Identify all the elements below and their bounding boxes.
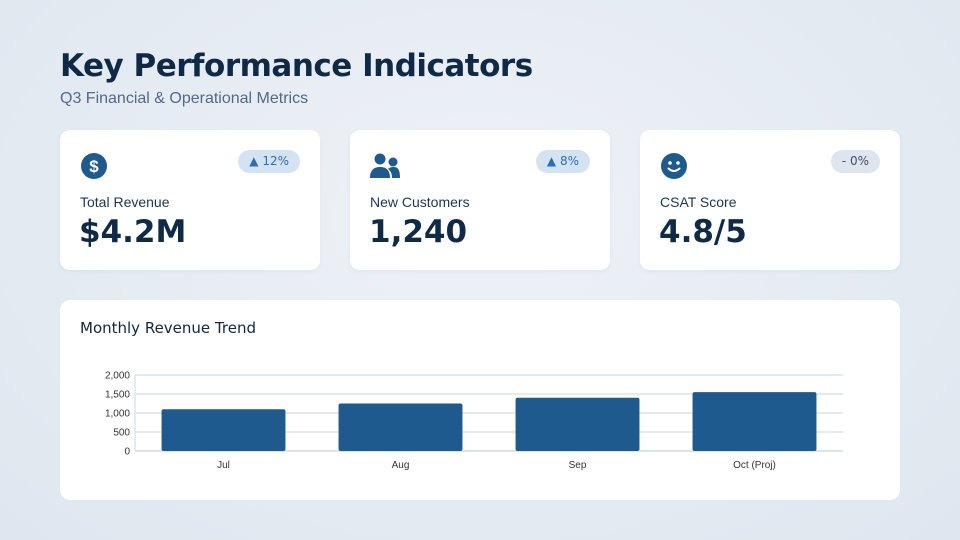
trend-badge: ▲ 8% <box>535 150 590 173</box>
bar-jul <box>161 409 286 451</box>
kpi-card-revenue: $ ▲ 12% Total Revenue $4.2M <box>60 130 320 270</box>
y-tick-label: 2,000 <box>105 371 130 382</box>
kpi-label: New Customers <box>370 194 470 210</box>
kpi-value: 1,240 <box>369 214 468 250</box>
kpi-value: $4.2M <box>79 214 187 250</box>
y-tick-label: 0 <box>124 447 130 458</box>
revenue-bar-chart: 0 500 1,000 1,500 2,000 Jul Aug Sep Oct (Proj) <box>105 371 843 471</box>
users-icon <box>370 153 400 178</box>
y-tick-label: 500 <box>113 428 130 439</box>
kpi-value: 4.8/5 <box>659 214 747 250</box>
x-tick-label: Jul <box>217 460 230 471</box>
kpi-card-customers: ▲ 8% New Customers 1,240 <box>350 130 610 270</box>
kpi-label: Total Revenue <box>80 194 170 210</box>
trend-badge: ▲ 12% <box>238 150 300 173</box>
x-tick-label: Aug <box>392 460 410 471</box>
bar-sep <box>515 397 640 451</box>
x-tick-label: Oct (Proj) <box>733 460 776 471</box>
y-tick-label: 1,000 <box>105 409 130 420</box>
chart-title: Monthly Revenue Trend <box>80 319 256 337</box>
trend-badge: - 0% <box>830 150 880 173</box>
kpi-card-csat: - 0% CSAT Score 4.8/5 <box>640 130 900 270</box>
kpi-label: CSAT Score <box>660 194 737 210</box>
revenue-chart-card: Monthly Revenue Trend 0 500 1,000 1,500 2,00… <box>60 300 900 500</box>
smile-icon <box>661 153 687 179</box>
svg-text:$: $ <box>89 157 99 176</box>
x-tick-label: Sep <box>569 460 587 471</box>
page-title: Key Performance Indicators <box>60 48 533 84</box>
y-tick-label: 1,500 <box>105 390 130 401</box>
bar-aug <box>338 403 463 451</box>
page-subtitle: Q3 Financial & Operational Metrics <box>60 90 309 107</box>
bar-oct-proj- <box>692 392 817 451</box>
dollar-icon: $ <box>81 153 107 179</box>
